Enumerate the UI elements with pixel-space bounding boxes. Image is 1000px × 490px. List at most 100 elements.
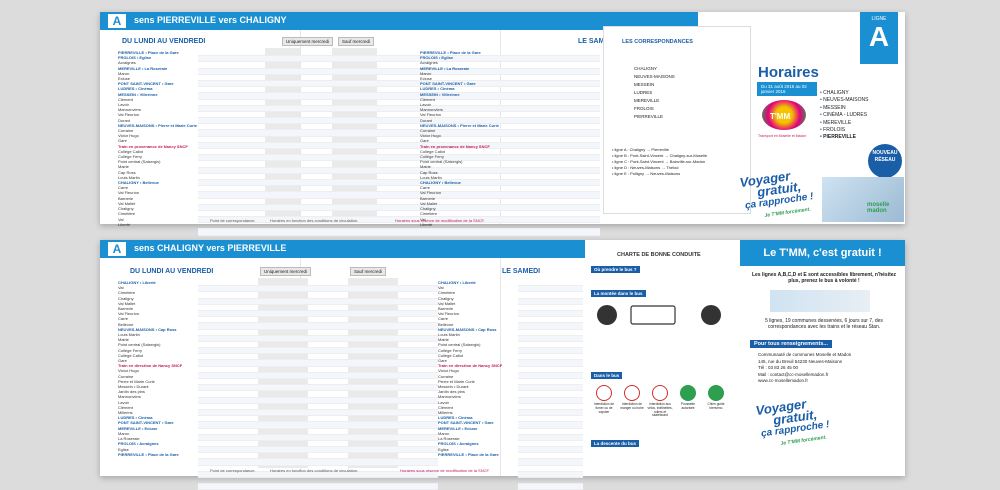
stop-name: NEUVES-MAISONS • Cap Ross — [438, 326, 497, 332]
stop-name: Gare — [438, 358, 447, 364]
weekday-heading: DU LUNDI AU VENDREDI — [130, 268, 214, 275]
table-row — [198, 360, 438, 367]
table-row — [518, 342, 583, 349]
stop-name: Collège Ferry — [438, 347, 463, 353]
table-row — [518, 478, 583, 485]
table-row — [500, 105, 600, 112]
table-row — [198, 354, 438, 361]
stop-name: Victor Hugo — [118, 368, 139, 374]
stop-name: Collège Ferry — [420, 154, 445, 160]
stop-name: Val — [420, 216, 426, 222]
correspondence-line: • ligne A : Chaligny → Pierreville — [612, 147, 669, 152]
weekday-times-grid — [198, 280, 438, 490]
stop-name: Millerins — [118, 410, 133, 416]
table-row — [500, 155, 600, 162]
table-row — [198, 416, 438, 423]
table-row — [198, 409, 438, 417]
except-wednesday-tag: Sauf mercredi — [338, 37, 375, 46]
table-row — [518, 429, 583, 435]
table-row — [500, 112, 600, 119]
table-row — [518, 453, 583, 460]
table-row — [500, 229, 600, 236]
table-row — [518, 330, 583, 336]
table-row — [500, 56, 600, 63]
stop-name: Maron — [118, 430, 130, 436]
stop-name: Point central (Salsergis) — [420, 159, 463, 165]
correspondence-note: Point de correspondance. — [210, 218, 256, 223]
stop-name: CHALIGNY • Bellevue — [118, 180, 159, 186]
table-row — [518, 280, 583, 287]
stop-name: Mannonviers — [118, 394, 141, 400]
correspondence-place: PIERREVILLE — [634, 114, 664, 119]
stop-name: Mairie — [438, 337, 449, 343]
correspondence-place: LUDRES — [634, 90, 653, 95]
free-banner: Le T'MM, c'est gratuit ! — [740, 240, 905, 266]
stop-name: Val Mallet — [118, 200, 136, 206]
section-getting-off: La descente du bus — [591, 440, 640, 447]
table-row — [198, 87, 500, 94]
stop-name: Clément — [438, 404, 453, 410]
table-row — [518, 348, 583, 355]
cover-photo — [822, 177, 904, 222]
table-row — [518, 422, 583, 429]
table-row — [518, 397, 583, 404]
table-row — [500, 87, 600, 94]
stop-name: Louis Martin — [118, 332, 140, 338]
rule-item: Interdiction de fumer ou de vapoter — [591, 385, 617, 414]
table-row — [518, 484, 583, 490]
table-row — [198, 80, 500, 88]
table-row — [518, 447, 583, 454]
stop-name: Val Fleurion — [438, 311, 460, 317]
table-row — [500, 62, 600, 69]
table-row — [518, 298, 583, 305]
stop-name: PONT SAINT-VINCENT • Gare — [438, 420, 494, 426]
correspondence-line: • ligne D : Neuves-Maisons → Thélod — [612, 165, 679, 170]
stop-name: Mannonviers — [438, 394, 461, 400]
table-row — [198, 186, 500, 193]
table-row — [500, 186, 600, 193]
stop-name: Millerins — [438, 410, 453, 416]
conditions-note: Horaires en fonction des conditions de c… — [270, 468, 359, 473]
stop-name: LUDRES • Cinéma — [438, 415, 473, 421]
table-row — [198, 379, 438, 386]
table-row — [518, 286, 583, 293]
stop-name: Mairie — [118, 164, 129, 170]
table-row — [518, 385, 583, 392]
table-row — [198, 342, 438, 349]
table-row — [500, 80, 600, 88]
table-row — [518, 323, 583, 330]
table-row — [198, 204, 500, 211]
stop-name: Chaligny — [118, 295, 134, 301]
table-row — [198, 397, 438, 404]
stop-name: Victor Hugo — [118, 133, 139, 139]
correspondence-places: CHALIGNY NEUVES-MAISONS MESSEIN LUDRES MEREV… — [634, 65, 675, 121]
except-wednesday-tag: Sauf mercredi — [350, 267, 387, 276]
stop-name: Messein • Durant — [438, 384, 469, 390]
table-row — [198, 310, 438, 318]
stop-name: Val Mallet — [420, 200, 438, 206]
table-row — [198, 130, 500, 137]
table-row — [198, 459, 438, 466]
stop-name: Cap Ross — [118, 169, 136, 175]
stop-name: Point central (Salsergis) — [118, 159, 161, 165]
table-row — [500, 204, 600, 211]
stop-name: Collège Callot — [118, 352, 143, 358]
table-row — [198, 68, 500, 75]
stop-name: PIERREVILLE • Place de la Gare — [438, 451, 499, 457]
stop-name: Maron — [118, 70, 130, 76]
table-row — [500, 118, 600, 125]
table-row — [518, 372, 583, 379]
stop-name: Val — [118, 285, 124, 291]
table-row — [518, 354, 583, 361]
table-row — [518, 360, 583, 367]
tmm-tagline: Transport en Moselle et Madon — [758, 134, 807, 138]
table-row — [198, 217, 500, 224]
table-row — [500, 68, 600, 75]
stop-name: Val Fleurion — [118, 112, 140, 118]
table-row — [518, 367, 583, 373]
table-row — [198, 93, 500, 100]
stop-list-saturday: PIERREVILLE • Place de la Gare FROLOIS • … — [420, 50, 500, 227]
correspondences-title: LES CORRESPONDANCES — [622, 39, 693, 45]
table-row — [518, 404, 583, 410]
